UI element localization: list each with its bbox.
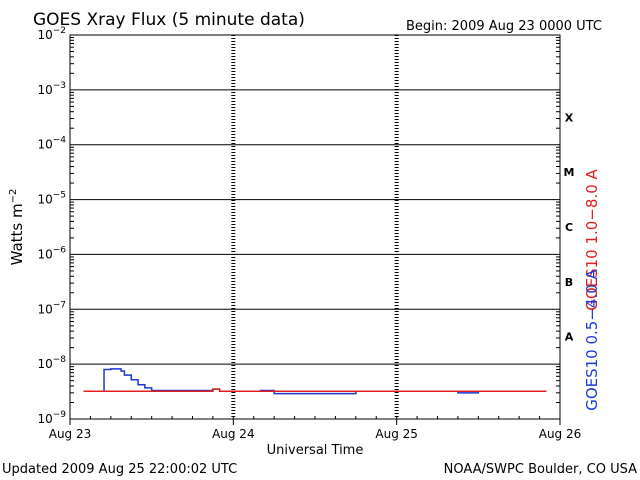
flare-class-B: B bbox=[565, 276, 573, 289]
y-tick-exponent: −3 bbox=[53, 81, 66, 91]
y-tick-exponent: −9 bbox=[53, 410, 67, 420]
y-tick-exponent: −2 bbox=[53, 26, 66, 36]
flare-class-A: A bbox=[565, 331, 574, 344]
y-tick-exponent: −8 bbox=[53, 355, 67, 365]
series-line bbox=[83, 388, 547, 393]
legend-entry: GOES10 1.0−8.0 A bbox=[583, 168, 601, 310]
y-tick-label: 10−5 bbox=[37, 191, 66, 207]
y-axis-label-text: Watts m bbox=[8, 203, 26, 265]
updated-timestamp: Updated 2009 Aug 25 22:00:02 UTC bbox=[2, 462, 237, 477]
y-tick-label: 10−9 bbox=[37, 410, 66, 426]
y-tick-label: 10−4 bbox=[37, 136, 66, 152]
y-tick-exponent: −6 bbox=[53, 245, 67, 255]
y-tick-base: 10 bbox=[37, 412, 52, 426]
y-tick-label: 10−2 bbox=[37, 26, 66, 42]
series-lines bbox=[83, 368, 547, 395]
y-tick-base: 10 bbox=[37, 357, 52, 371]
legend-entry: GOES10 0.5−4.0 A bbox=[583, 268, 601, 410]
y-tick-label: 10−8 bbox=[37, 355, 66, 371]
y-tick-base: 10 bbox=[37, 193, 52, 207]
flare-class-C: C bbox=[565, 221, 573, 234]
y-tick-base: 10 bbox=[37, 28, 52, 42]
x-tick-label: Aug 26 bbox=[539, 427, 582, 441]
x-tick-label: Aug 23 bbox=[49, 427, 92, 441]
y-axis-label: Watts m−2 bbox=[8, 189, 26, 266]
chart-title: GOES Xray Flux (5 minute data) bbox=[33, 10, 305, 30]
credit-text: NOAA/SWPC Boulder, CO USA bbox=[444, 462, 637, 477]
begin-label: Begin: 2009 Aug 23 0000 UTC bbox=[406, 19, 602, 34]
gridlines bbox=[70, 35, 560, 419]
flare-class-X: X bbox=[565, 111, 574, 124]
x-tick-label: Aug 24 bbox=[212, 427, 255, 441]
y-tick-label: 10−7 bbox=[37, 300, 66, 316]
x-axis-ticks: Aug 23 Aug 24 Aug 25 Aug 26 bbox=[49, 416, 582, 441]
y-tick-label: 10−3 bbox=[37, 81, 66, 97]
y-tick-exponent: −5 bbox=[53, 191, 66, 201]
series-line bbox=[83, 368, 547, 395]
flare-class-labels: X M C B A bbox=[564, 111, 575, 343]
plot-frame bbox=[69, 34, 561, 420]
y-tick-base: 10 bbox=[37, 302, 52, 316]
y-axis-ticks: 10−210−310−410−510−610−710−810−9 bbox=[37, 26, 560, 426]
y-tick-exponent: −7 bbox=[53, 300, 66, 310]
y-tick-base: 10 bbox=[37, 83, 52, 97]
x-tick-label: Aug 25 bbox=[375, 427, 418, 441]
flare-class-M: M bbox=[564, 166, 575, 179]
y-tick-exponent: −4 bbox=[53, 136, 67, 146]
y-tick-label: 10−6 bbox=[37, 245, 66, 261]
y-tick-base: 10 bbox=[37, 138, 52, 152]
x-axis-label: Universal Time bbox=[267, 443, 364, 458]
y-tick-base: 10 bbox=[37, 247, 52, 261]
y-axis-label-exponent: −2 bbox=[8, 189, 19, 204]
